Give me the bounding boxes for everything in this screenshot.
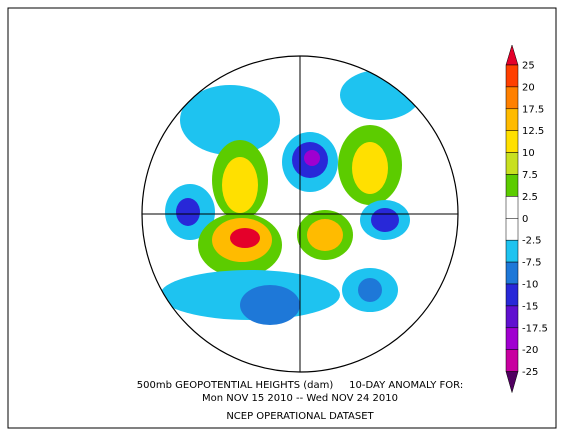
caption: Mon NOV 15 2010 -- Wed NOV 24 2010 — [202, 393, 398, 404]
colorbar-segment — [505, 130, 519, 153]
colorbar-label: -20 — [522, 345, 538, 356]
anomaly-field — [160, 70, 420, 325]
colorbar: 25 20 17.5 12.5 10 7.5 2.5 0 -2.5 -7.5 -10 -15 -17.5… — [505, 44, 548, 394]
colorbar-arrow — [505, 371, 519, 394]
colorbar-label: -25 — [522, 367, 538, 378]
colorbar-segment — [505, 86, 519, 110]
colorbar-label: -10 — [522, 280, 538, 291]
colorbar-label: 12.5 — [522, 126, 544, 137]
colorbar-segment — [505, 261, 519, 285]
colorbar-segment — [505, 152, 519, 175]
colorbar-segment — [505, 196, 519, 219]
colorbar-segment — [505, 283, 519, 307]
colorbar-segment — [505, 174, 519, 197]
colorbar-label: 25 — [522, 61, 535, 72]
colorbar-segment — [505, 305, 519, 329]
colorbar-label: -17.5 — [522, 323, 548, 334]
colorbar-segment — [505, 64, 519, 88]
colorbar-segment — [505, 327, 519, 350]
colorbar-label: 17.5 — [522, 104, 544, 115]
colorbar-label: 10 — [522, 148, 535, 159]
colorbar-segment — [505, 108, 519, 131]
colorbar-label: -2.5 — [522, 236, 542, 247]
colorbar-segment — [505, 239, 519, 263]
colorbar-label: -7.5 — [522, 258, 542, 269]
colorbar-label: 7.5 — [522, 170, 538, 181]
caption: 500mb GEOPOTENTIAL HEIGHTS (dam) 10-DAY … — [137, 380, 463, 391]
colorbar-segment — [505, 349, 519, 372]
colorbar-label: 0 — [522, 214, 528, 225]
colorbar-arrow — [505, 44, 519, 66]
caption: NCEP OPERATIONAL DATASET — [226, 411, 374, 422]
colorbar-label: 2.5 — [522, 192, 538, 203]
colorbar-segment — [505, 218, 519, 241]
colorbar-label: -15 — [522, 301, 538, 312]
colorbar-label: 20 — [522, 82, 535, 93]
frame — [7, 7, 557, 429]
